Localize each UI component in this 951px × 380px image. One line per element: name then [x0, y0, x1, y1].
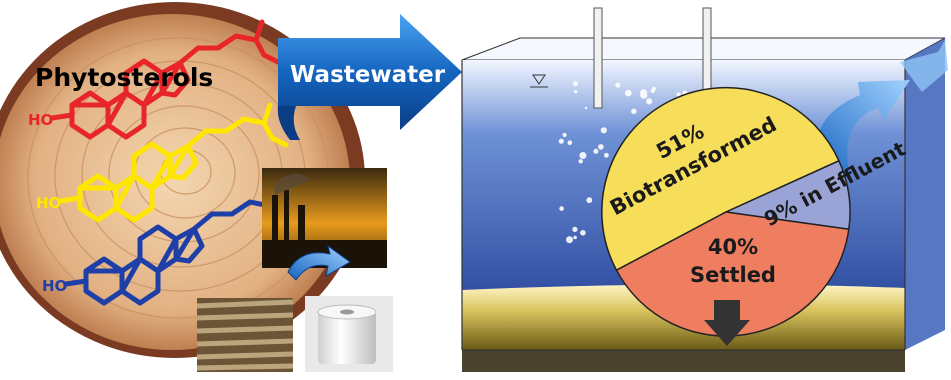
wastewater-label: Wastewater: [290, 62, 446, 88]
sterol-structures: HO HO HO: [28, 19, 295, 306]
settling-down-arrow: [704, 300, 750, 346]
paper-roll-photo: [305, 296, 393, 372]
pie-text-label-3: Settled: [690, 263, 776, 287]
pie-slice-1: [601, 86, 840, 272]
hydroxyl-label-3: HO: [42, 277, 67, 295]
hydroxyl-label-1: HO: [28, 111, 53, 129]
pie-value-label-3: 40%: [708, 235, 758, 259]
pie-slice-3: [615, 211, 850, 337]
logs-photo: [196, 298, 294, 372]
aeration-pipe-1: [593, 7, 603, 109]
title-phytosterols: Phytosterols: [35, 63, 213, 92]
wastewater-arrow[interactable]: Wastewater: [277, 14, 462, 140]
pie-label-group-3: 40% Settled: [690, 235, 776, 287]
sterol-molecule-3: HO: [42, 185, 295, 306]
sterol-molecule-1: HO: [28, 19, 281, 140]
factory-smokestacks-photo: [262, 168, 387, 268]
water-level-marker: [532, 74, 546, 85]
hydroxyl-label-2: HO: [36, 194, 61, 212]
sterol-molecule-2: HO: [36, 102, 289, 223]
effluent-curved-arrow: [816, 40, 948, 180]
curved-arrow-to-paper: [287, 244, 351, 281]
